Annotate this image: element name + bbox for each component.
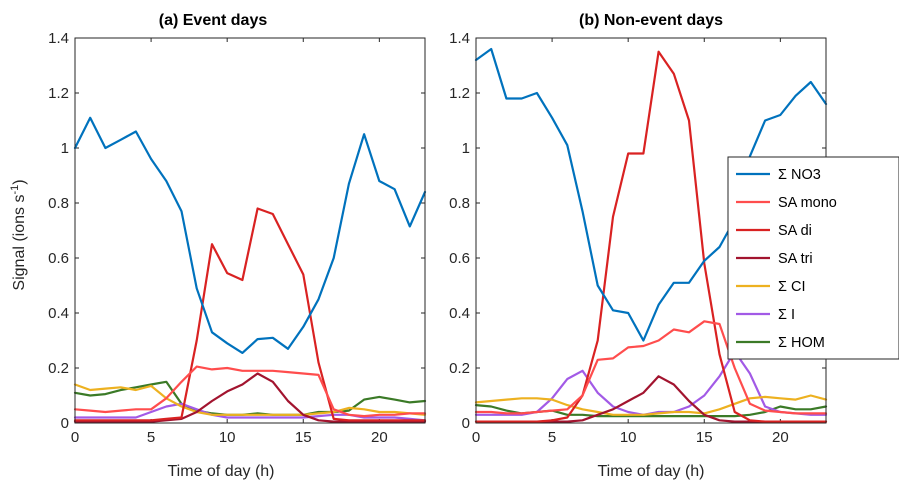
series-lines <box>474 47 828 423</box>
x-tick-label: 10 <box>219 429 236 446</box>
x-tick-label: 20 <box>371 429 388 446</box>
y-tick-label: 0.2 <box>449 360 470 377</box>
y-tick-label: 1 <box>462 140 470 157</box>
legend-label: Σ NO3 <box>778 167 821 183</box>
x-tick-label: 5 <box>147 429 155 446</box>
y-tick-label: 0.4 <box>449 305 470 322</box>
series-line-sa-mono <box>73 365 427 418</box>
legend-label: Σ HOM <box>778 335 825 351</box>
x-tick-label: 15 <box>295 429 312 446</box>
y-tick-label: 0.6 <box>449 250 470 267</box>
x-tick-label: 10 <box>620 429 637 446</box>
legend-label: Σ CI <box>778 279 806 295</box>
y-tick-label: 1.2 <box>48 85 69 102</box>
series-line-sa-di <box>73 207 427 422</box>
y-tick-label: 1.4 <box>449 30 470 47</box>
x-tick-label: 0 <box>71 429 79 446</box>
x-axis-label: Time of day (h) <box>168 463 275 480</box>
x-axis-label: Time of day (h) <box>598 463 705 480</box>
panel-event-days: (a) Event days Time of day (h) Signal (i… <box>9 12 427 480</box>
legend-label: Σ I <box>778 307 795 323</box>
legend-label: SA tri <box>778 251 813 267</box>
axes-box <box>74 37 426 424</box>
y-axis-label-close: ) <box>11 179 28 184</box>
x-tick-label: 5 <box>548 429 556 446</box>
axis-ticks: 0 5 10 15 20 0 0.2 0.4 0.6 0.8 1 1.2 1.4 <box>449 30 826 446</box>
chart-title: (b) Non-event days <box>579 12 723 29</box>
axis-ticks: 0 5 10 15 20 0 0.2 0.4 0.6 0.8 1 1.2 1.4 <box>48 30 425 446</box>
y-tick-label: 0 <box>462 415 470 432</box>
y-tick-label: 0.2 <box>48 360 69 377</box>
series-line-sa-di <box>474 50 828 423</box>
y-tick-label: 1.4 <box>48 30 69 47</box>
series-line-no3 <box>73 116 427 354</box>
y-axis-label-superscript: -1 <box>9 185 21 195</box>
legend-label: SA mono <box>778 195 837 211</box>
y-tick-label: 0.8 <box>449 195 470 212</box>
y-axis-label: Signal (ions s-1) <box>9 179 28 290</box>
series-line-sa-tri <box>73 372 427 423</box>
legend-label: SA di <box>778 223 812 239</box>
y-tick-label: 0 <box>61 415 69 432</box>
y-tick-label: 0.4 <box>48 305 69 322</box>
x-tick-label: 0 <box>472 429 480 446</box>
x-tick-label: 20 <box>772 429 789 446</box>
y-tick-label: 1 <box>61 140 69 157</box>
legend: Σ NO3 SA mono SA di SA tri Σ CI Σ I Σ HOM <box>727 156 899 360</box>
panel-non-event-days: (b) Non-event days Time of day (h) 0 5 10 1… <box>449 12 828 480</box>
x-tick-label: 15 <box>696 429 713 446</box>
y-tick-label: 0.6 <box>48 250 69 267</box>
series-line-ci <box>474 394 828 416</box>
y-tick-label: 0.8 <box>48 195 69 212</box>
y-axis-label-main: Signal (ions s <box>11 195 28 291</box>
series-line-sa-mono <box>474 320 828 415</box>
y-tick-label: 1.2 <box>449 85 470 102</box>
legend-entries: Σ NO3 SA mono SA di SA tri Σ CI Σ I Σ HOM <box>736 167 837 351</box>
chart-title: (a) Event days <box>159 12 268 29</box>
series-line-i <box>73 402 427 422</box>
series-lines <box>73 116 427 423</box>
series-line-no3 <box>474 47 828 342</box>
series-line-ci <box>73 383 427 416</box>
